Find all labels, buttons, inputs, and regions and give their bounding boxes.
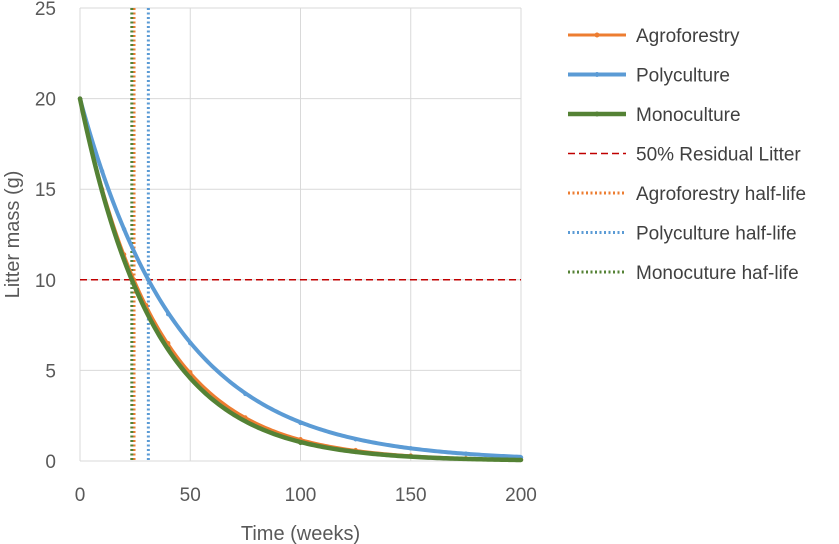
data-point-monoculture [188,375,193,380]
data-point-polyculture [353,437,358,442]
y-tick-label: 25 [35,0,56,20]
data-point-polyculture [408,446,413,451]
axis-ticks: 0 5 10 15 20 25 0 50 100 150 200 [35,0,537,506]
legend-marker [594,72,600,77]
legend-label: 50% Residual Litter [636,145,801,166]
legend-label: Polyculture [636,66,730,87]
data-point-polyculture [243,391,248,397]
y-tick-label: 5 [45,361,56,382]
legend-label: Agroforestry half-life [636,184,806,205]
legend-item-50-residual-litter: 50% Residual Litter [568,145,801,166]
chart-legend: Agroforestry Polyculture Monoculture 50% Re… [568,26,806,284]
data-point-monoculture [243,418,248,424]
y-tick-label: 0 [45,452,56,473]
data-point-monoculture [463,456,469,462]
y-tick-label: 20 [35,90,56,111]
data-point-polyculture [298,420,303,426]
legend-item-polyculture: Polyculture [568,66,730,87]
legend-item-agroforestry-half-life: Agroforestry half-life [568,184,806,205]
y-axis-title: Litter mass (g) [2,171,24,299]
data-point-polyculture [463,451,469,456]
chart-grid [79,7,522,462]
data-point-agroforestry [188,370,193,375]
data-point-monoculture [518,457,524,463]
legend-label: Polyculture half-life [636,224,797,245]
data-point-monoculture [143,308,149,313]
data-point-monoculture [408,454,413,459]
y-tick-label: 15 [35,180,56,201]
x-tick-label: 100 [285,485,317,506]
data-point-monoculture [129,277,135,282]
legend-label: Monocuture haf-life [636,263,799,284]
data-point-polyculture [146,277,151,282]
x-tick-label: 200 [505,485,537,506]
series-monoculture [77,96,524,463]
data-point-monoculture [166,346,171,351]
data-point-polyculture [166,312,171,317]
data-point-monoculture [298,440,303,446]
x-tick-label: 0 [75,485,86,506]
x-tick-label: 150 [395,485,427,506]
legend-item-monocuture-haf-life: Monocuture haf-life [568,263,799,284]
legend-item-polyculture-half-life: Polyculture half-life [568,224,797,245]
x-axis-title: Time (weeks) [241,523,360,544]
data-point-monoculture [121,257,127,263]
data-point-polyculture [188,341,193,346]
data-point-monoculture [77,96,83,101]
legend-marker [594,111,600,117]
x-tick-label: 50 [180,485,201,506]
data-point-polyculture [121,226,127,232]
legend-marker [594,32,600,38]
legend-item-agroforestry: Agroforestry [568,26,740,47]
y-tick-label: 10 [35,271,56,292]
data-point-monoculture [99,188,105,194]
legend-label: Agroforestry [636,26,740,47]
data-point-monoculture [353,449,358,455]
legend-label: Monoculture [636,105,741,126]
data-point-polyculture [99,168,105,174]
plot-area [77,8,524,463]
legend-item-monoculture: Monoculture [568,105,741,126]
